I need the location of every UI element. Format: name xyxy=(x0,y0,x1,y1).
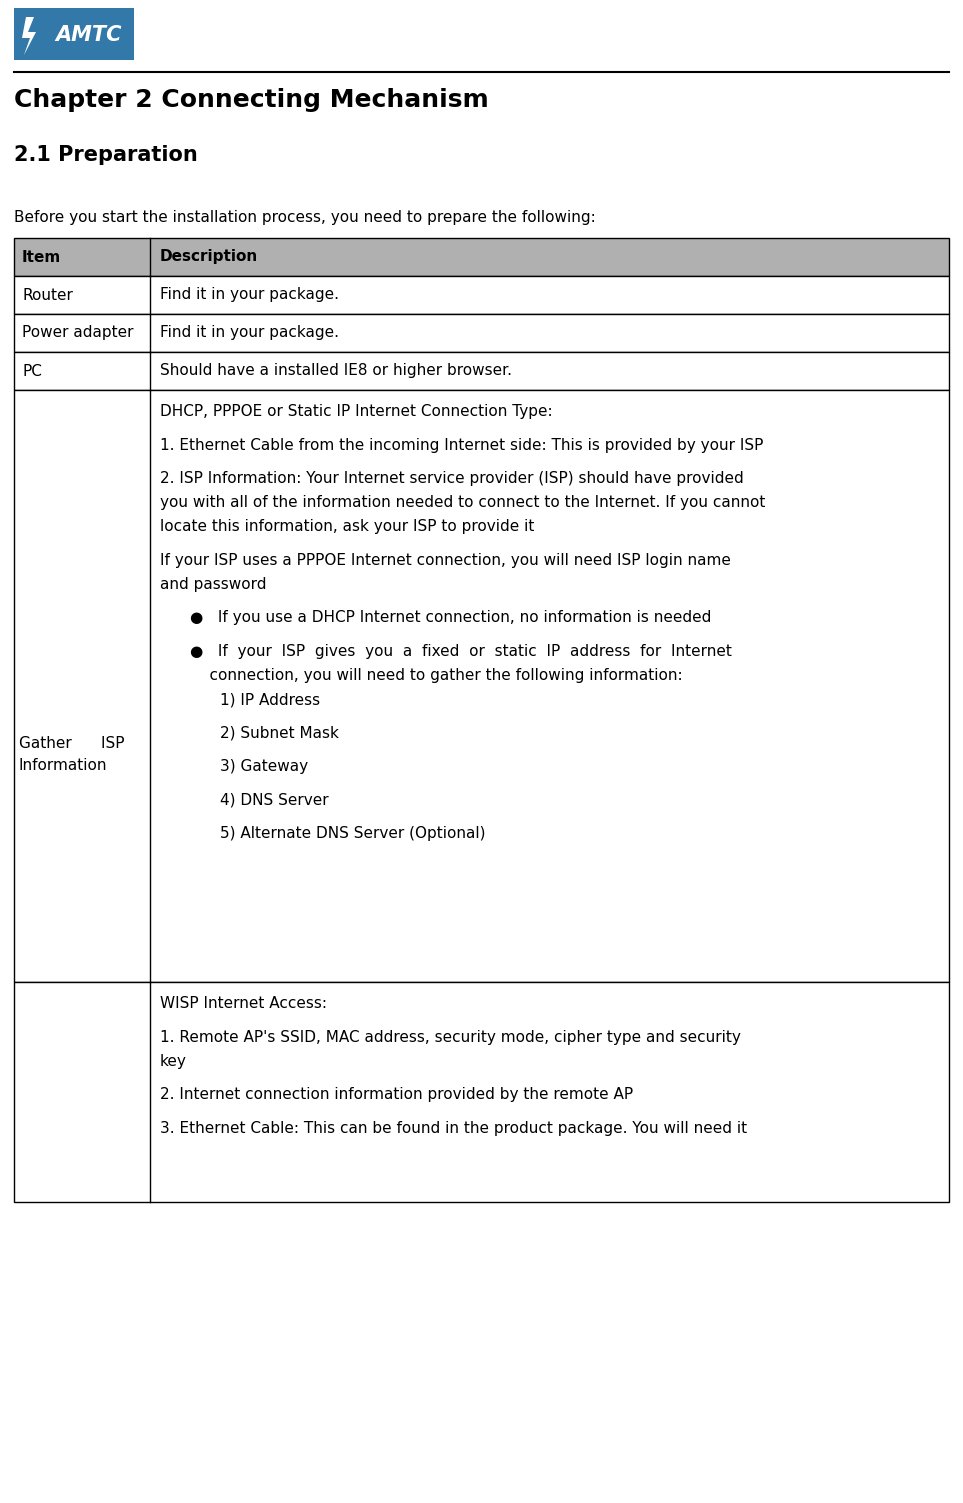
Text: Gather      ISP: Gather ISP xyxy=(19,735,124,750)
Polygon shape xyxy=(22,17,36,56)
Text: Information: Information xyxy=(19,758,108,773)
Text: If your ISP uses a PPPOE Internet connection, you will need ISP login name: If your ISP uses a PPPOE Internet connec… xyxy=(160,553,731,568)
Text: 1. Ethernet Cable from the incoming Internet side: This is provided by your ISP: 1. Ethernet Cable from the incoming Inte… xyxy=(160,437,764,452)
Text: locate this information, ask your ISP to provide it: locate this information, ask your ISP to… xyxy=(160,519,534,534)
Text: Find it in your package.: Find it in your package. xyxy=(160,326,339,341)
Text: ●   If you use a DHCP Internet connection, no information is needed: ● If you use a DHCP Internet connection,… xyxy=(190,610,712,625)
Text: Chapter 2 Connecting Mechanism: Chapter 2 Connecting Mechanism xyxy=(14,89,489,113)
Text: Power adapter: Power adapter xyxy=(22,326,134,341)
Text: 3) Gateway: 3) Gateway xyxy=(220,759,308,774)
Text: Router: Router xyxy=(22,287,73,302)
Text: connection, you will need to gather the following information:: connection, you will need to gather the … xyxy=(190,667,683,682)
Text: 2. Internet connection information provided by the remote AP: 2. Internet connection information provi… xyxy=(160,1087,633,1102)
Text: 2) Subnet Mask: 2) Subnet Mask xyxy=(220,726,339,741)
Text: 5) Alternate DNS Server (Optional): 5) Alternate DNS Server (Optional) xyxy=(220,827,485,842)
Text: 4) DNS Server: 4) DNS Server xyxy=(220,792,328,807)
Bar xyxy=(14,352,949,389)
Text: 3. Ethernet Cable: This can be found in the product package. You will need it: 3. Ethernet Cable: This can be found in … xyxy=(160,1121,747,1136)
Text: AMTC: AMTC xyxy=(55,26,121,45)
Bar xyxy=(14,981,949,1202)
Bar xyxy=(14,8,134,60)
Text: WISP Internet Access:: WISP Internet Access: xyxy=(160,996,327,1012)
Text: Before you start the installation process, you need to prepare the following:: Before you start the installation proces… xyxy=(14,210,596,225)
Bar xyxy=(14,237,949,277)
Text: key: key xyxy=(160,1054,187,1069)
Text: DHCP, PPPOE or Static IP Internet Connection Type:: DHCP, PPPOE or Static IP Internet Connec… xyxy=(160,404,553,419)
Text: 1. Remote AP's SSID, MAC address, security mode, cipher type and security: 1. Remote AP's SSID, MAC address, securi… xyxy=(160,1030,741,1045)
Bar xyxy=(14,277,949,314)
Text: 2. ISP Information: Your Internet service provider (ISP) should have provided: 2. ISP Information: Your Internet servic… xyxy=(160,472,743,485)
Text: Item: Item xyxy=(22,249,62,265)
Text: 1) IP Address: 1) IP Address xyxy=(220,691,320,706)
Text: Should have a installed IE8 or higher browser.: Should have a installed IE8 or higher br… xyxy=(160,364,512,379)
Text: Description: Description xyxy=(160,249,258,265)
Text: and password: and password xyxy=(160,577,267,592)
Text: ●   If  your  ISP  gives  you  a  fixed  or  static  IP  address  for  Internet: ● If your ISP gives you a fixed or stati… xyxy=(190,643,732,658)
Text: 2.1 Preparation: 2.1 Preparation xyxy=(14,144,197,165)
Bar xyxy=(14,314,949,352)
Text: PC: PC xyxy=(22,364,41,379)
Text: you with all of the information needed to connect to the Internet. If you cannot: you with all of the information needed t… xyxy=(160,494,766,510)
Text: Find it in your package.: Find it in your package. xyxy=(160,287,339,302)
Bar xyxy=(14,389,949,981)
